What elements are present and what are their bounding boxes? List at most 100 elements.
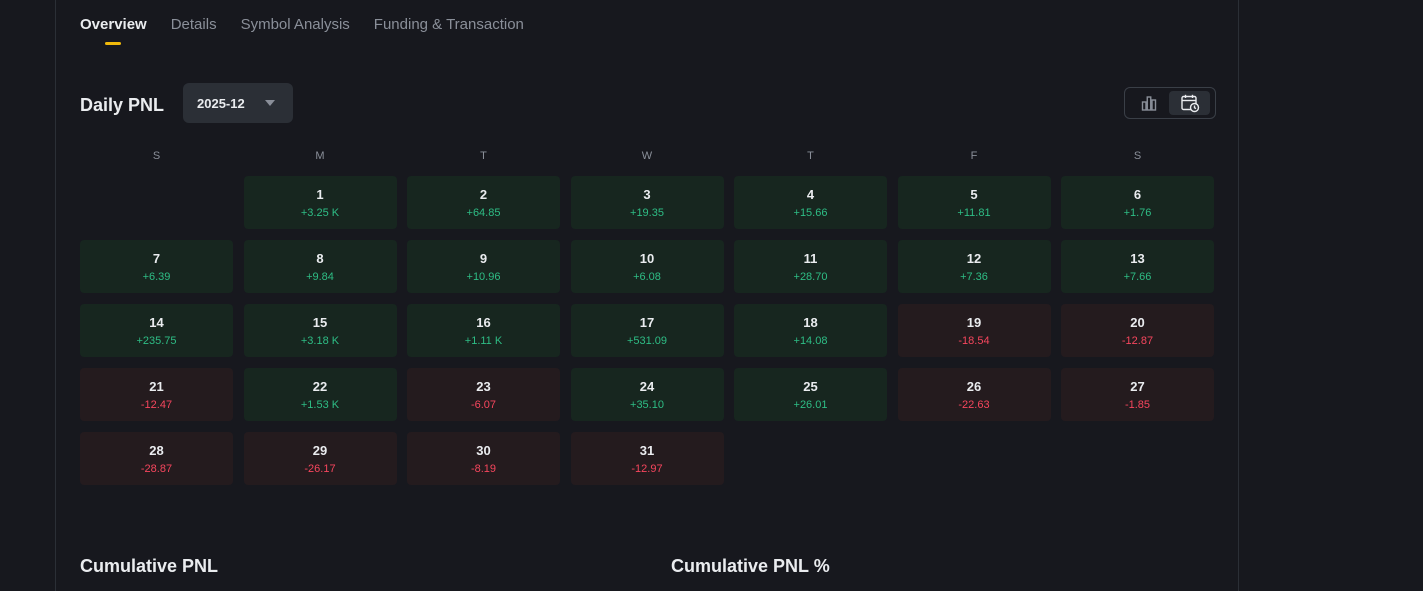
tab-details-label: Details (170, 16, 217, 33)
chart-view-button[interactable] (1128, 91, 1169, 115)
day-pnl-value: +15.66 (793, 206, 828, 219)
day-pnl-value: -12.47 (140, 398, 173, 411)
day-number: 23 (476, 378, 491, 394)
calendar-day-cell[interactable]: 27 -1.85 (1061, 368, 1214, 421)
calendar-day-cell[interactable]: 3 +19.35 (570, 176, 724, 229)
calendar-day-cell[interactable]: 18 +14.08 (734, 304, 887, 357)
day-number: 11 (803, 250, 818, 266)
day-number: 30 (476, 442, 491, 458)
calendar-day-cell[interactable]: 2 +64.85 (407, 176, 560, 229)
calendar-day-cell[interactable]: 5 +11.81 (897, 176, 1051, 229)
day-pnl-value: -22.63 (958, 398, 990, 411)
day-pnl-value: +9.84 (306, 270, 334, 283)
day-number: 16 (476, 314, 491, 330)
calendar-day-cell[interactable]: 25 +26.01 (734, 368, 887, 421)
day-pnl-value: +28.70 (793, 270, 828, 283)
day-number: 7 (152, 250, 161, 266)
tab-funding-transaction[interactable]: Funding & Transaction (374, 16, 524, 44)
day-pnl-value: +7.66 (1123, 270, 1152, 283)
tab-symbol-analysis-label: Symbol Analysis (240, 16, 350, 33)
day-number: 1 (316, 186, 324, 202)
day-number: 28 (149, 442, 164, 458)
weekday-label: T (480, 150, 487, 162)
day-pnl-value: +7.36 (960, 270, 988, 283)
day-number: 2 (479, 186, 488, 202)
calendar-day-cell[interactable]: 16 +1.11 K (407, 304, 560, 357)
calendar-day-cell[interactable]: 14 +235.75 (80, 304, 233, 357)
day-pnl-value: -28.87 (140, 462, 173, 475)
tab-bar: Overview Details Symbol Analysis Funding… (80, 16, 524, 45)
calendar-grid: 1 +3.25 K 2 +64.85 3 +19.35 4 +15.66 5 +11.81 6 +1.… (80, 176, 1216, 485)
day-pnl-value: -12.87 (1121, 334, 1154, 347)
day-number: 27 (1130, 378, 1145, 394)
calendar-day-cell[interactable]: 6 +1.76 (1061, 176, 1214, 229)
daily-pnl-header: Daily PNL 2025-12 (80, 83, 1216, 123)
calendar-day-cell[interactable]: 4 +15.66 (734, 176, 887, 229)
day-number: 25 (803, 378, 818, 394)
calendar-day-cell[interactable]: 12 +7.36 (897, 240, 1051, 293)
day-pnl-value: +1.76 (1123, 206, 1152, 219)
calendar-empty-cell (80, 176, 233, 229)
calendar-day-cell[interactable]: 10 +6.08 (570, 240, 724, 293)
tab-symbol-analysis[interactable]: Symbol Analysis (241, 16, 350, 44)
tab-overview[interactable]: Overview (80, 16, 147, 45)
day-number: 5 (970, 186, 978, 202)
day-pnl-value: +1.11 K (464, 334, 503, 347)
day-number: 24 (639, 378, 655, 394)
calendar-view-button[interactable] (1169, 91, 1210, 115)
day-pnl-value: -6.07 (470, 398, 497, 411)
calendar-day-cell[interactable]: 23 -6.07 (407, 368, 560, 421)
day-number: 29 (312, 442, 328, 458)
calendar-day-cell[interactable]: 8 +9.84 (243, 240, 397, 293)
day-number: 14 (149, 314, 164, 330)
day-number: 10 (639, 250, 655, 266)
tab-details[interactable]: Details (171, 16, 217, 44)
calendar-day-cell[interactable]: 7 +6.39 (80, 240, 233, 293)
day-pnl-value: +26.01 (793, 398, 828, 411)
day-pnl-value: -1.85 (1124, 398, 1151, 411)
calendar-day-cell[interactable]: 13 +7.66 (1061, 240, 1214, 293)
day-pnl-value: +19.35 (630, 206, 664, 219)
calendar-day-cell[interactable]: 17 +531.09 (570, 304, 724, 357)
calendar-day-cell[interactable]: 1 +3.25 K (243, 176, 397, 229)
tab-funding-transaction-label: Funding & Transaction (373, 16, 524, 33)
calendar-day-cell[interactable]: 22 +1.53 K (243, 368, 397, 421)
day-number: 13 (1130, 250, 1145, 266)
calendar-day-cell[interactable]: 11 +28.70 (734, 240, 887, 293)
calendar-day-cell[interactable]: 19 -18.54 (897, 304, 1051, 357)
day-number: 22 (312, 378, 328, 394)
day-number: 15 (312, 314, 328, 330)
view-toggle (1124, 87, 1216, 119)
tab-overview-label: Overview (80, 16, 147, 33)
month-select[interactable]: 2025-12 (183, 83, 293, 123)
day-pnl-value: +64.85 (466, 206, 501, 219)
day-pnl-value: -12.97 (631, 462, 663, 475)
day-number: 19 (966, 314, 982, 330)
day-pnl-value: +10.96 (466, 270, 501, 283)
calendar-day-cell[interactable]: 28 -28.87 (80, 432, 233, 485)
calendar-day-cell[interactable]: 31 -12.97 (570, 432, 724, 485)
day-number: 12 (966, 250, 982, 266)
day-pnl-value: -18.54 (958, 334, 990, 347)
cumulative-pnl-percent-title: Cumulative PNL % (671, 556, 830, 576)
calendar-icon (1180, 94, 1199, 113)
day-number: 18 (803, 314, 818, 330)
calendar-day-cell[interactable]: 29 -26.17 (243, 432, 397, 485)
calendar-day-cell[interactable]: 30 -8.19 (407, 432, 560, 485)
calendar-day-cell[interactable]: 24 +35.10 (570, 368, 724, 421)
calendar-day-cell[interactable]: 20 -12.87 (1061, 304, 1214, 357)
weekday-label: S (1133, 150, 1142, 162)
day-pnl-value: +3.25 K (300, 206, 340, 219)
weekday-label: F (970, 150, 978, 162)
calendar-day-cell[interactable]: 21 -12.47 (80, 368, 233, 421)
day-pnl-value: +6.39 (142, 270, 171, 283)
day-number: 6 (1133, 186, 1142, 202)
weekday-label: W (641, 150, 653, 162)
calendar-day-cell[interactable]: 9 +10.96 (407, 240, 560, 293)
calendar-day-cell[interactable]: 26 -22.63 (897, 368, 1051, 421)
day-pnl-value: +1.53 K (300, 398, 340, 411)
cumulative-pnl-title: Cumulative PNL (80, 556, 219, 576)
day-number: 20 (1130, 314, 1145, 330)
calendar-day-cell[interactable]: 15 +3.18 K (243, 304, 397, 357)
day-pnl-value: +35.10 (630, 398, 664, 411)
